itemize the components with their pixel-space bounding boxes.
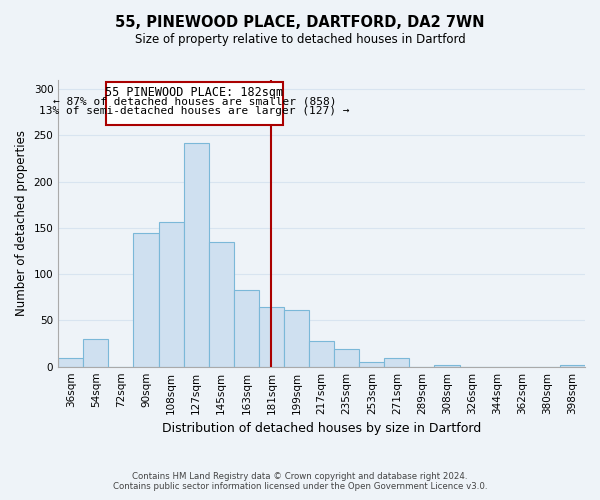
Text: 13% of semi-detached houses are larger (127) →: 13% of semi-detached houses are larger (…: [39, 106, 350, 116]
Text: Size of property relative to detached houses in Dartford: Size of property relative to detached ho…: [134, 32, 466, 46]
Bar: [158, 222, 184, 366]
Text: Contains public sector information licensed under the Open Government Licence v3: Contains public sector information licen…: [113, 482, 487, 491]
Bar: [106, 82, 283, 126]
Bar: [385, 358, 409, 366]
Bar: [309, 341, 334, 366]
Bar: [259, 306, 284, 366]
Bar: [334, 349, 359, 366]
X-axis label: Distribution of detached houses by size in Dartford: Distribution of detached houses by size …: [162, 422, 481, 435]
Y-axis label: Number of detached properties: Number of detached properties: [15, 130, 28, 316]
Bar: [434, 365, 460, 366]
Text: Contains HM Land Registry data © Crown copyright and database right 2024.: Contains HM Land Registry data © Crown c…: [132, 472, 468, 481]
Bar: [184, 143, 209, 366]
Text: ← 87% of detached houses are smaller (858): ← 87% of detached houses are smaller (85…: [53, 96, 336, 106]
Bar: [359, 362, 385, 366]
Text: 55 PINEWOOD PLACE: 182sqm: 55 PINEWOOD PLACE: 182sqm: [105, 86, 283, 100]
Bar: [58, 358, 83, 366]
Text: 55, PINEWOOD PLACE, DARTFORD, DA2 7WN: 55, PINEWOOD PLACE, DARTFORD, DA2 7WN: [115, 15, 485, 30]
Bar: [133, 232, 158, 366]
Bar: [284, 310, 309, 366]
Bar: [560, 365, 585, 366]
Bar: [234, 290, 259, 366]
Bar: [209, 242, 234, 366]
Bar: [83, 339, 109, 366]
